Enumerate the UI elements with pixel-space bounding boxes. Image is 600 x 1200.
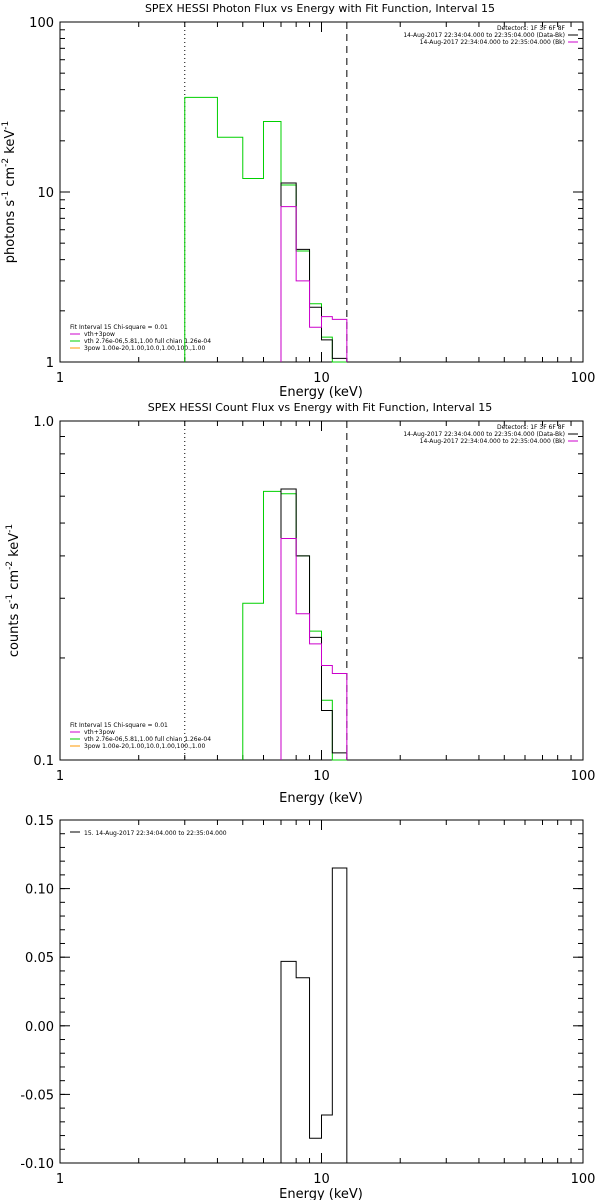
x-tick-label: 100 <box>571 371 596 386</box>
legend-bottom: Fit Interval 15 Chi-square = 0.01vth+3po… <box>70 722 211 750</box>
x-axis-label: Energy (keV) <box>279 791 363 806</box>
x-tick-label: 1 <box>56 371 64 386</box>
x-tick-label: 1 <box>56 769 64 784</box>
legend-entry: Fit Interval 15 Chi-square = 0.01 <box>70 722 168 729</box>
legend-entry: 14-Aug-2017 22:34:04.000 to 22:35:04.000… <box>420 39 565 46</box>
y-axis-label-text: photons s-1 cm-2 keV-1 <box>1 121 18 263</box>
y-tick-label: 1.0 <box>33 415 54 430</box>
legend-entry: vth+3pow <box>84 729 115 736</box>
legend-entry: Detectors: 1F 3F 6F 8F <box>497 424 566 431</box>
black-step-series <box>280 182 348 362</box>
y-axis-label: counts s-1 cm-2 keV-1 <box>5 524 22 657</box>
x-tick-label: 100 <box>571 1172 596 1187</box>
panel-title: SPEX HESSI Photon Flux vs Energy with Fi… <box>145 2 495 15</box>
legend-entry: 14-Aug-2017 22:34:04.000 to 22:35:04.000… <box>403 32 565 39</box>
photon-flux-panel: SPEX HESSI Photon Flux vs Energy with Fi… <box>1 2 595 400</box>
legend-entry: vth 2.76e-06,5.81,1.00 full chian 1.26e-… <box>84 736 211 743</box>
y-tick-label: -0.10 <box>20 1157 54 1172</box>
legend-entry: 14-Aug-2017 22:34:04.000 to 22:35:04.000… <box>403 431 565 438</box>
y-axis-label-text: counts s-1 cm-2 keV-1 <box>5 524 22 657</box>
y-tick-label: 0.00 <box>25 1020 54 1035</box>
legend-entry: 15. 14-Aug-2017 22:34:04.000 to 22:35:04… <box>84 830 227 837</box>
x-tick-label: 10 <box>313 1172 330 1187</box>
y-tick-label: 0.05 <box>25 951 54 966</box>
y-tick-label: 0.15 <box>25 814 54 829</box>
y-tick-label: -0.05 <box>20 1088 54 1103</box>
black-step-series <box>280 488 348 760</box>
x-axis-label: Energy (keV) <box>279 385 363 400</box>
residuals-panel: Energy (keV) 15. 14-Aug-2017 22:34:04.00… <box>20 814 595 1200</box>
y-tick-label: 100 <box>29 16 54 31</box>
legend-entry: Fit Interval 15 Chi-square = 0.01 <box>70 324 168 331</box>
x-tick-label: 100 <box>571 769 596 784</box>
y-tick-label: 1 <box>46 356 54 371</box>
y-tick-label: 10 <box>37 186 54 201</box>
count-flux-panel: SPEX HESSI Count Flux vs Energy with Fit… <box>5 401 595 806</box>
magenta-step-series <box>280 206 348 362</box>
green-step-series <box>242 490 347 761</box>
black-step-series <box>280 867 348 1163</box>
y-axis-label: photons s-1 cm-2 keV-1 <box>1 121 18 263</box>
y-tick-label: 0.10 <box>25 883 54 898</box>
legend-entry: 3pow 1.00e-20,1.00,10.0,1.00,100.,1.00 <box>84 345 205 352</box>
panel-title: SPEX HESSI Count Flux vs Energy with Fit… <box>148 401 492 414</box>
x-tick-label: 10 <box>313 769 330 784</box>
legend-entry: 3pow 1.00e-20,1.00,10.0,1.00,100.,1.00 <box>84 743 205 750</box>
legend-entry: vth 2.76e-06,5.81,1.00 full chian 1.26e-… <box>84 338 211 345</box>
green-step-series <box>184 96 347 363</box>
x-tick-label: 1 <box>56 1172 64 1187</box>
legend-entry: Detectors: 1F 3F 6F 8F <box>497 25 566 32</box>
magenta-step-series <box>280 538 348 760</box>
plot-frame <box>59 819 584 1164</box>
legend-top: 15. 14-Aug-2017 22:34:04.000 to 22:35:04… <box>70 830 227 837</box>
y-tick-label: 0.1 <box>33 754 54 769</box>
legend-entry: vth+3pow <box>84 331 115 338</box>
x-tick-label: 10 <box>313 371 330 386</box>
legend-bottom: Fit Interval 15 Chi-square = 0.01vth+3po… <box>70 324 211 352</box>
legend-entry: 14-Aug-2017 22:34:04.000 to 22:35:04.000… <box>420 438 565 445</box>
x-axis-label: Energy (keV) <box>279 1187 363 1200</box>
